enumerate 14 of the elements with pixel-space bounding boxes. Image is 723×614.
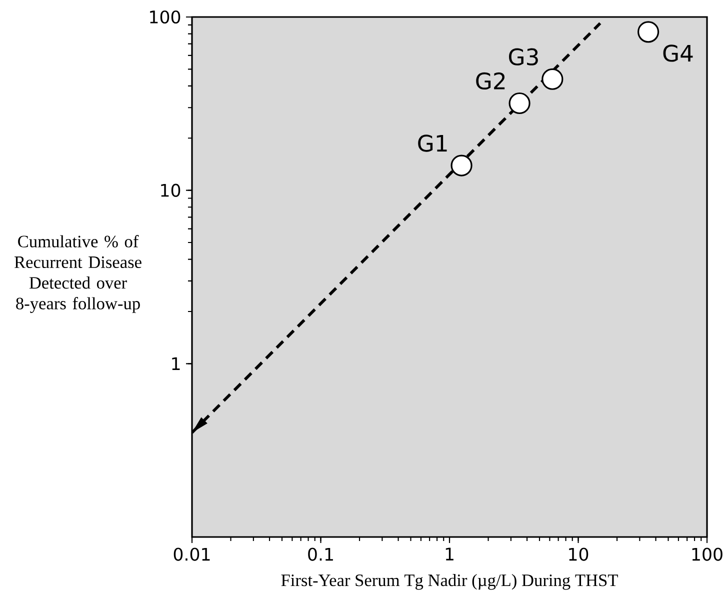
x-tick-label: 1 (446, 548, 454, 560)
y-tick-label: 100 (150, 10, 180, 24)
x-tick-label: 10 (569, 548, 588, 561)
y-axis-title: Cumulative % of Recurrent Disease Detected over 8-years follow-up (14, 235, 142, 313)
annotation: G2 (476, 72, 505, 90)
x-axis-title: First-Year Serum Tg Nadir (µg/L) During THST (281, 574, 618, 590)
annotation: G3 (509, 48, 538, 66)
x-tick-label: 0.01 (174, 548, 210, 561)
y-tick-label: 1 (172, 357, 180, 370)
x-tick-label: 0.1 (308, 548, 333, 561)
y-tick-label: 10 (161, 184, 180, 197)
annotation: G4 (663, 44, 693, 62)
annotation: G1 (418, 134, 447, 152)
x-tick-label: 100 (692, 548, 722, 561)
